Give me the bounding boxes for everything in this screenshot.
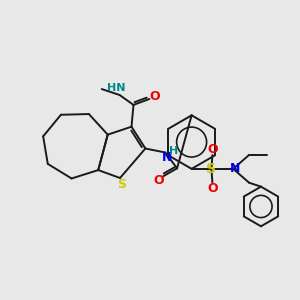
Text: N: N (230, 162, 240, 175)
Text: H: H (169, 146, 179, 157)
Text: HN: HN (107, 83, 126, 93)
Text: O: O (153, 174, 164, 187)
Text: N: N (162, 151, 172, 164)
Text: S: S (118, 178, 127, 191)
Text: O: O (207, 182, 218, 195)
Text: O: O (149, 91, 160, 103)
Text: S: S (206, 162, 216, 176)
Text: O: O (207, 142, 218, 155)
